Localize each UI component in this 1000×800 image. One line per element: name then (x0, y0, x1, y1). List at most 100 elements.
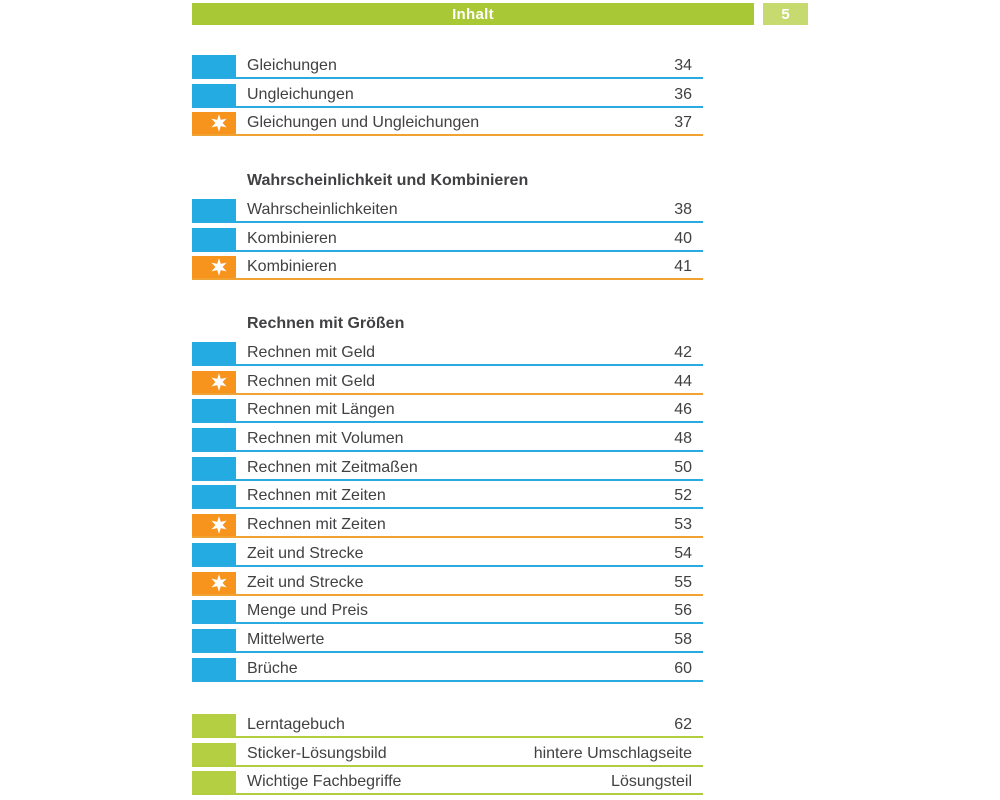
green-square-marker-icon (192, 742, 236, 765)
toc-entry[interactable]: Rechnen mit Zeiten 53 (192, 514, 703, 539)
entry-label: Kombinieren (247, 229, 337, 247)
entry-label: Zeit und Strecke (247, 573, 364, 591)
toc-entry[interactable]: Menge und Preis 56 (192, 600, 703, 625)
blue-square-marker-icon (192, 227, 236, 250)
star-marker-icon (192, 514, 236, 537)
entry-page: 58 (674, 630, 692, 648)
entry-page: 41 (674, 258, 692, 276)
entry-page: 55 (674, 573, 692, 591)
toc-entry[interactable]: Wichtige Fachbegriffe Lösungsteil (192, 771, 703, 796)
toc-entry[interactable]: Rechnen mit Zeitmaßen 50 (192, 456, 703, 481)
toc-entry[interactable]: Zeit und Strecke 55 (192, 571, 703, 596)
blue-square-marker-icon (192, 456, 236, 479)
page-title: Inhalt (452, 5, 494, 23)
toc-group: Rechnen mit Größen Rechnen mit Geld 42 Rech… (192, 314, 703, 686)
toc-group: Lerntagebuch 62 Sticker-Lösungsbild hintere… (192, 714, 703, 800)
star-marker-icon (192, 112, 236, 135)
entry-label: Zeit und Strecke (247, 544, 364, 562)
section-heading: Wahrscheinlichkeit und Kombinieren (247, 172, 529, 189)
entry-page: 53 (674, 516, 692, 534)
toc-entry[interactable]: Ungleichungen 36 (192, 83, 703, 108)
toc-entry[interactable]: Kombinieren 40 (192, 227, 703, 252)
entry-label: Rechnen mit Geld (247, 344, 376, 361)
blue-square-marker-icon (192, 600, 236, 623)
toc-entry[interactable]: Rechnen mit Längen 46 (192, 399, 703, 424)
entry-page: 54 (674, 544, 692, 562)
entry-page: 62 (674, 716, 692, 733)
section-heading: Rechnen mit Größen (247, 315, 405, 332)
blue-square-marker-icon (192, 542, 236, 565)
entry-label: Sticker-Lösungsbild (247, 744, 387, 762)
entry-label: Rechnen mit Zeitmaßen (247, 458, 418, 476)
entry-label: Rechnen mit Zeiten (247, 487, 386, 505)
star-marker-icon (192, 370, 236, 393)
toc-entry[interactable]: Zeit und Strecke 54 (192, 542, 703, 567)
toc-entry[interactable]: Kombinieren 41 (192, 256, 703, 281)
blue-square-marker-icon (192, 83, 236, 106)
entry-label: Gleichungen und Ungleichungen (247, 114, 480, 132)
blue-square-marker-icon (192, 657, 236, 680)
entry-label: Menge und Preis (247, 602, 368, 620)
toc-group: Gleichungen 34 Ungleichungen 36 Gleichungen … (192, 55, 703, 141)
toc-entry[interactable]: Rechnen mit Geld 42 (192, 342, 703, 366)
blue-square-marker-icon (192, 55, 236, 77)
entry-page: 37 (674, 114, 692, 132)
entry-label: Wichtige Fachbegriffe (247, 773, 402, 791)
entry-page: Lösungsteil (611, 773, 692, 791)
six-pointed-star-icon (211, 573, 227, 592)
entry-label: Lerntagebuch (247, 716, 345, 733)
entry-page: 50 (674, 458, 692, 476)
toc-entry[interactable]: Sticker-Lösungsbild hintere Umschlagseite (192, 742, 703, 767)
six-pointed-star-icon (211, 516, 227, 534)
entry-label: Ungleichungen (247, 85, 354, 103)
entry-page: 46 (674, 401, 692, 419)
star-marker-icon (192, 256, 236, 279)
entry-label: Kombinieren (247, 258, 337, 276)
entry-label: Rechnen mit Zeiten (247, 516, 386, 534)
blue-square-marker-icon (192, 485, 236, 508)
toc-entry[interactable]: Gleichungen 34 (192, 55, 703, 79)
entry-page: 44 (674, 372, 692, 390)
entry-label: Brüche (247, 659, 298, 677)
six-pointed-star-icon (211, 372, 227, 391)
entry-label: Mittelwerte (247, 630, 325, 648)
entry-page: 52 (674, 487, 692, 505)
blue-square-marker-icon (192, 428, 236, 451)
toc-entry[interactable]: Wahrscheinlichkeiten 38 (192, 199, 703, 223)
toc-entry[interactable]: Mittelwerte 58 (192, 628, 703, 653)
entry-page: 38 (674, 201, 692, 218)
blue-square-marker-icon (192, 628, 236, 651)
six-pointed-star-icon (211, 258, 227, 277)
toc-entry[interactable]: Lerntagebuch 62 (192, 714, 703, 738)
green-square-marker-icon (192, 771, 236, 794)
toc-entry[interactable]: Rechnen mit Zeiten 52 (192, 485, 703, 510)
toc-entry[interactable]: Brüche 60 (192, 657, 703, 682)
toc-entry[interactable]: Rechnen mit Geld 44 (192, 370, 703, 395)
star-marker-icon (192, 571, 236, 594)
entry-label: Wahrscheinlichkeiten (247, 201, 398, 218)
entry-page: 40 (674, 229, 692, 247)
green-square-marker-icon (192, 714, 236, 736)
entry-page: 42 (674, 344, 692, 361)
page-number-badge: 5 (763, 3, 808, 25)
entry-label: Rechnen mit Längen (247, 401, 395, 419)
blue-square-marker-icon (192, 199, 236, 221)
header-bar: Inhalt (192, 3, 754, 25)
entry-page: 60 (674, 659, 692, 677)
blue-square-marker-icon (192, 399, 236, 422)
toc-entry[interactable]: Rechnen mit Volumen 48 (192, 428, 703, 453)
toc-entry[interactable]: Gleichungen und Ungleichungen 37 (192, 112, 703, 137)
page-number: 5 (781, 5, 790, 23)
toc-group: Wahrscheinlichkeit und Kombinieren Wahrsc… (192, 171, 703, 285)
six-pointed-star-icon (211, 114, 227, 133)
entry-page: hintere Umschlagseite (533, 744, 692, 762)
entry-page: 36 (674, 85, 692, 103)
entry-label: Rechnen mit Volumen (247, 430, 404, 448)
entry-label: Rechnen mit Geld (247, 372, 376, 390)
entry-page: 48 (674, 430, 692, 448)
entry-page: 56 (674, 602, 692, 620)
blue-square-marker-icon (192, 342, 236, 364)
entry-page: 34 (674, 57, 692, 74)
entry-label: Gleichungen (247, 57, 337, 74)
